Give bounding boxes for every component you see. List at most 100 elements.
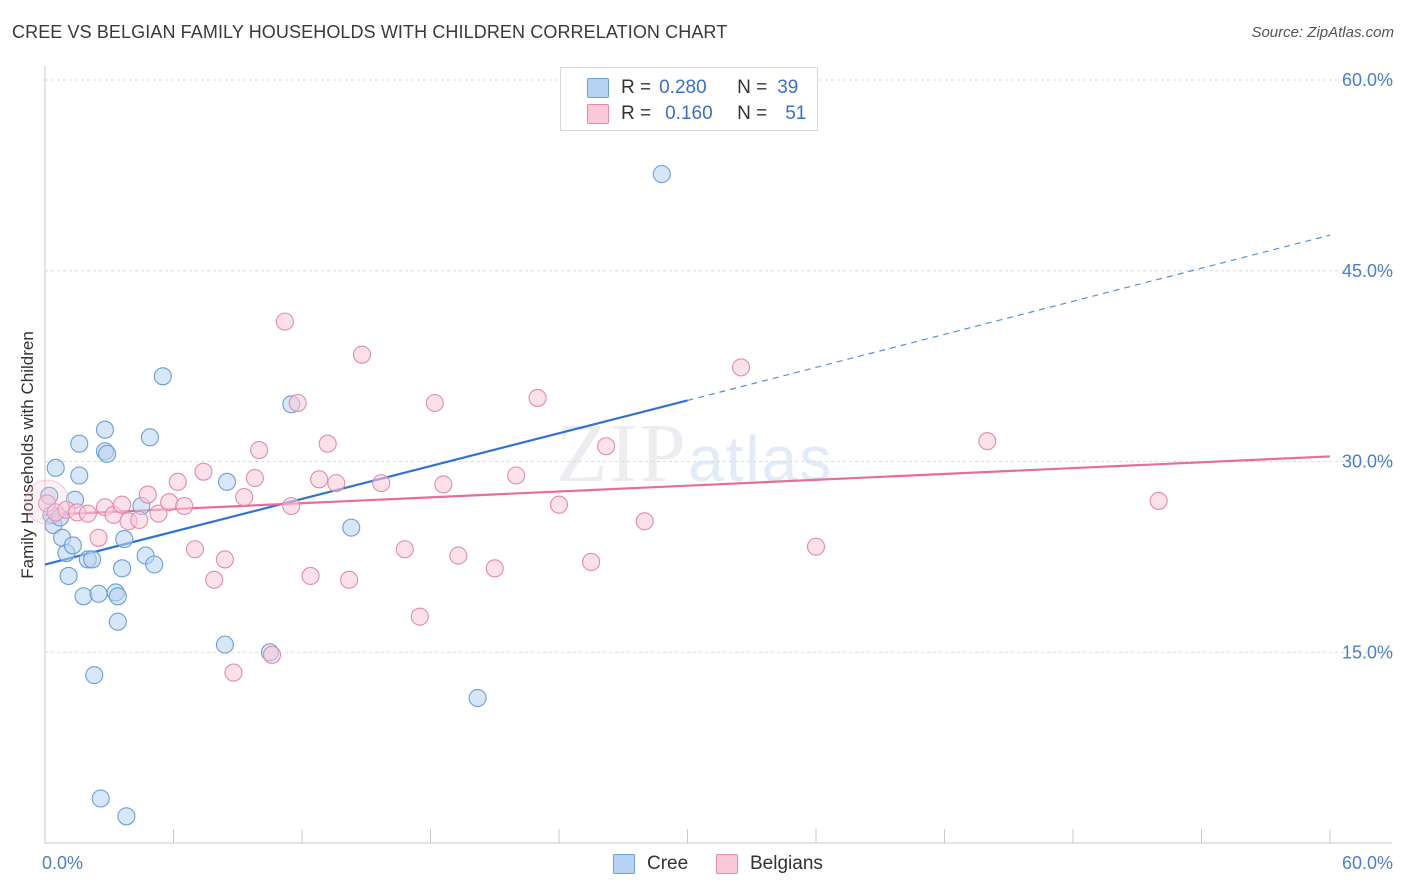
point-cree (108, 612, 127, 631)
point-cree (108, 587, 127, 606)
point-cree (652, 165, 671, 184)
bottom-legend-swatch-belgians (716, 854, 738, 874)
point-belgians (449, 546, 468, 565)
point-belgians (806, 537, 826, 556)
point-belgians (168, 472, 187, 491)
point-belgians (528, 388, 547, 407)
point-belgians (549, 495, 569, 514)
legend-r-value: 0.160 (665, 103, 713, 124)
axes (44, 66, 1392, 844)
point-belgians (507, 466, 526, 485)
point-belgians (288, 393, 307, 413)
source-label: Source: ZipAtlas.com (1251, 24, 1394, 41)
point-belgians (1149, 491, 1168, 510)
point-belgians (89, 528, 108, 547)
point-belgians (205, 570, 224, 589)
point-belgians (434, 475, 453, 494)
point-belgians (160, 493, 179, 512)
legend-r-label: R = (621, 77, 652, 98)
point-belgians (597, 437, 616, 456)
data-points (24, 165, 1168, 826)
point-cree (153, 367, 172, 386)
point-belgians (635, 512, 654, 531)
point-cree (115, 530, 134, 549)
point-cree (468, 688, 487, 708)
point-cree (140, 428, 159, 447)
legend-n-label: N = (737, 103, 768, 124)
point-belgians (194, 462, 213, 481)
legend-row-cree: R = 0.280 N = 39 (587, 77, 798, 99)
watermark: ZIPatlas (556, 405, 833, 502)
chart-title: CREE VS BELGIAN FAMILY HOUSEHOLDS WITH C… (12, 22, 728, 42)
point-belgians-cluster (24, 479, 70, 525)
point-belgians (78, 504, 97, 523)
point-belgians (235, 488, 254, 507)
trend-line-belgians (44, 455, 1331, 517)
bottom-legend-label-cree: Cree (647, 853, 689, 874)
point-cree (117, 807, 136, 826)
point-belgians (175, 496, 194, 516)
point-cree (95, 420, 115, 439)
point-belgians (113, 495, 132, 514)
legend-r-label: R = (621, 103, 652, 124)
point-cree (217, 472, 237, 491)
point-cree (46, 458, 65, 477)
point-belgians (185, 540, 204, 559)
point-belgians (352, 345, 372, 364)
grid (45, 79, 1392, 653)
point-cree (85, 666, 104, 685)
point-belgians (149, 504, 168, 523)
point-belgians (282, 496, 301, 516)
point-cree (70, 434, 89, 453)
point-cree (74, 587, 93, 606)
x-tick-label-min: 0.0% (42, 853, 83, 873)
legend-n-value: 39 (777, 77, 799, 98)
y-tick-label: 45.0% (1342, 261, 1393, 281)
x-tick-label-max: 60.0% (1342, 853, 1393, 873)
bottom-legend-cree: Cree (613, 852, 688, 876)
trend-line-cree (44, 399, 688, 566)
correlation-legend: R = 0.280 N = 39 R = 0.160 N = 51 (560, 67, 818, 131)
point-belgians (224, 663, 243, 682)
bottom-legend-swatch-cree (613, 854, 635, 874)
point-cree (83, 550, 102, 569)
point-belgians (582, 552, 601, 572)
legend-n-label: N = (737, 77, 768, 98)
legend-row-belgians: R = 0.160 N = 51 (587, 103, 806, 125)
point-belgians (250, 441, 269, 460)
point-belgians (301, 566, 320, 586)
legend-r-value: 0.280 (659, 77, 707, 98)
trend-lines (44, 234, 1331, 566)
point-cree (98, 444, 117, 463)
legend-swatch-belgians (587, 104, 609, 124)
bottom-legend-belgians: Belgians (716, 852, 823, 876)
point-cree (89, 584, 108, 603)
point-cree (59, 566, 78, 586)
watermark-zip: ZIP (556, 407, 688, 500)
point-belgians (425, 393, 444, 413)
point-belgians (318, 434, 337, 453)
tick-labels: 15.0% 30.0% 45.0% 60.0% 0.0% 60.0% (42, 70, 1393, 873)
point-belgians (275, 312, 294, 331)
point-cree (63, 536, 82, 555)
point-belgians (138, 485, 157, 504)
point-belgians (485, 559, 504, 578)
point-cree (215, 635, 234, 654)
y-tick-label: 15.0% (1342, 642, 1393, 662)
y-tick-label: 30.0% (1342, 452, 1393, 472)
y-tick-label: 60.0% (1342, 70, 1393, 90)
point-belgians (130, 510, 149, 530)
point-belgians (310, 470, 329, 489)
point-cree (91, 789, 110, 808)
bottom-legend-label-belgians: Belgians (750, 853, 823, 874)
point-belgians (978, 432, 997, 451)
point-cree (70, 466, 89, 485)
point-belgians (731, 358, 751, 377)
point-belgians (245, 468, 264, 488)
point-belgians (327, 474, 346, 493)
point-belgians (395, 540, 414, 559)
point-cree (342, 518, 361, 537)
legend-swatch-cree (587, 78, 609, 98)
trend-line-cree-extrapolated (687, 234, 1331, 402)
